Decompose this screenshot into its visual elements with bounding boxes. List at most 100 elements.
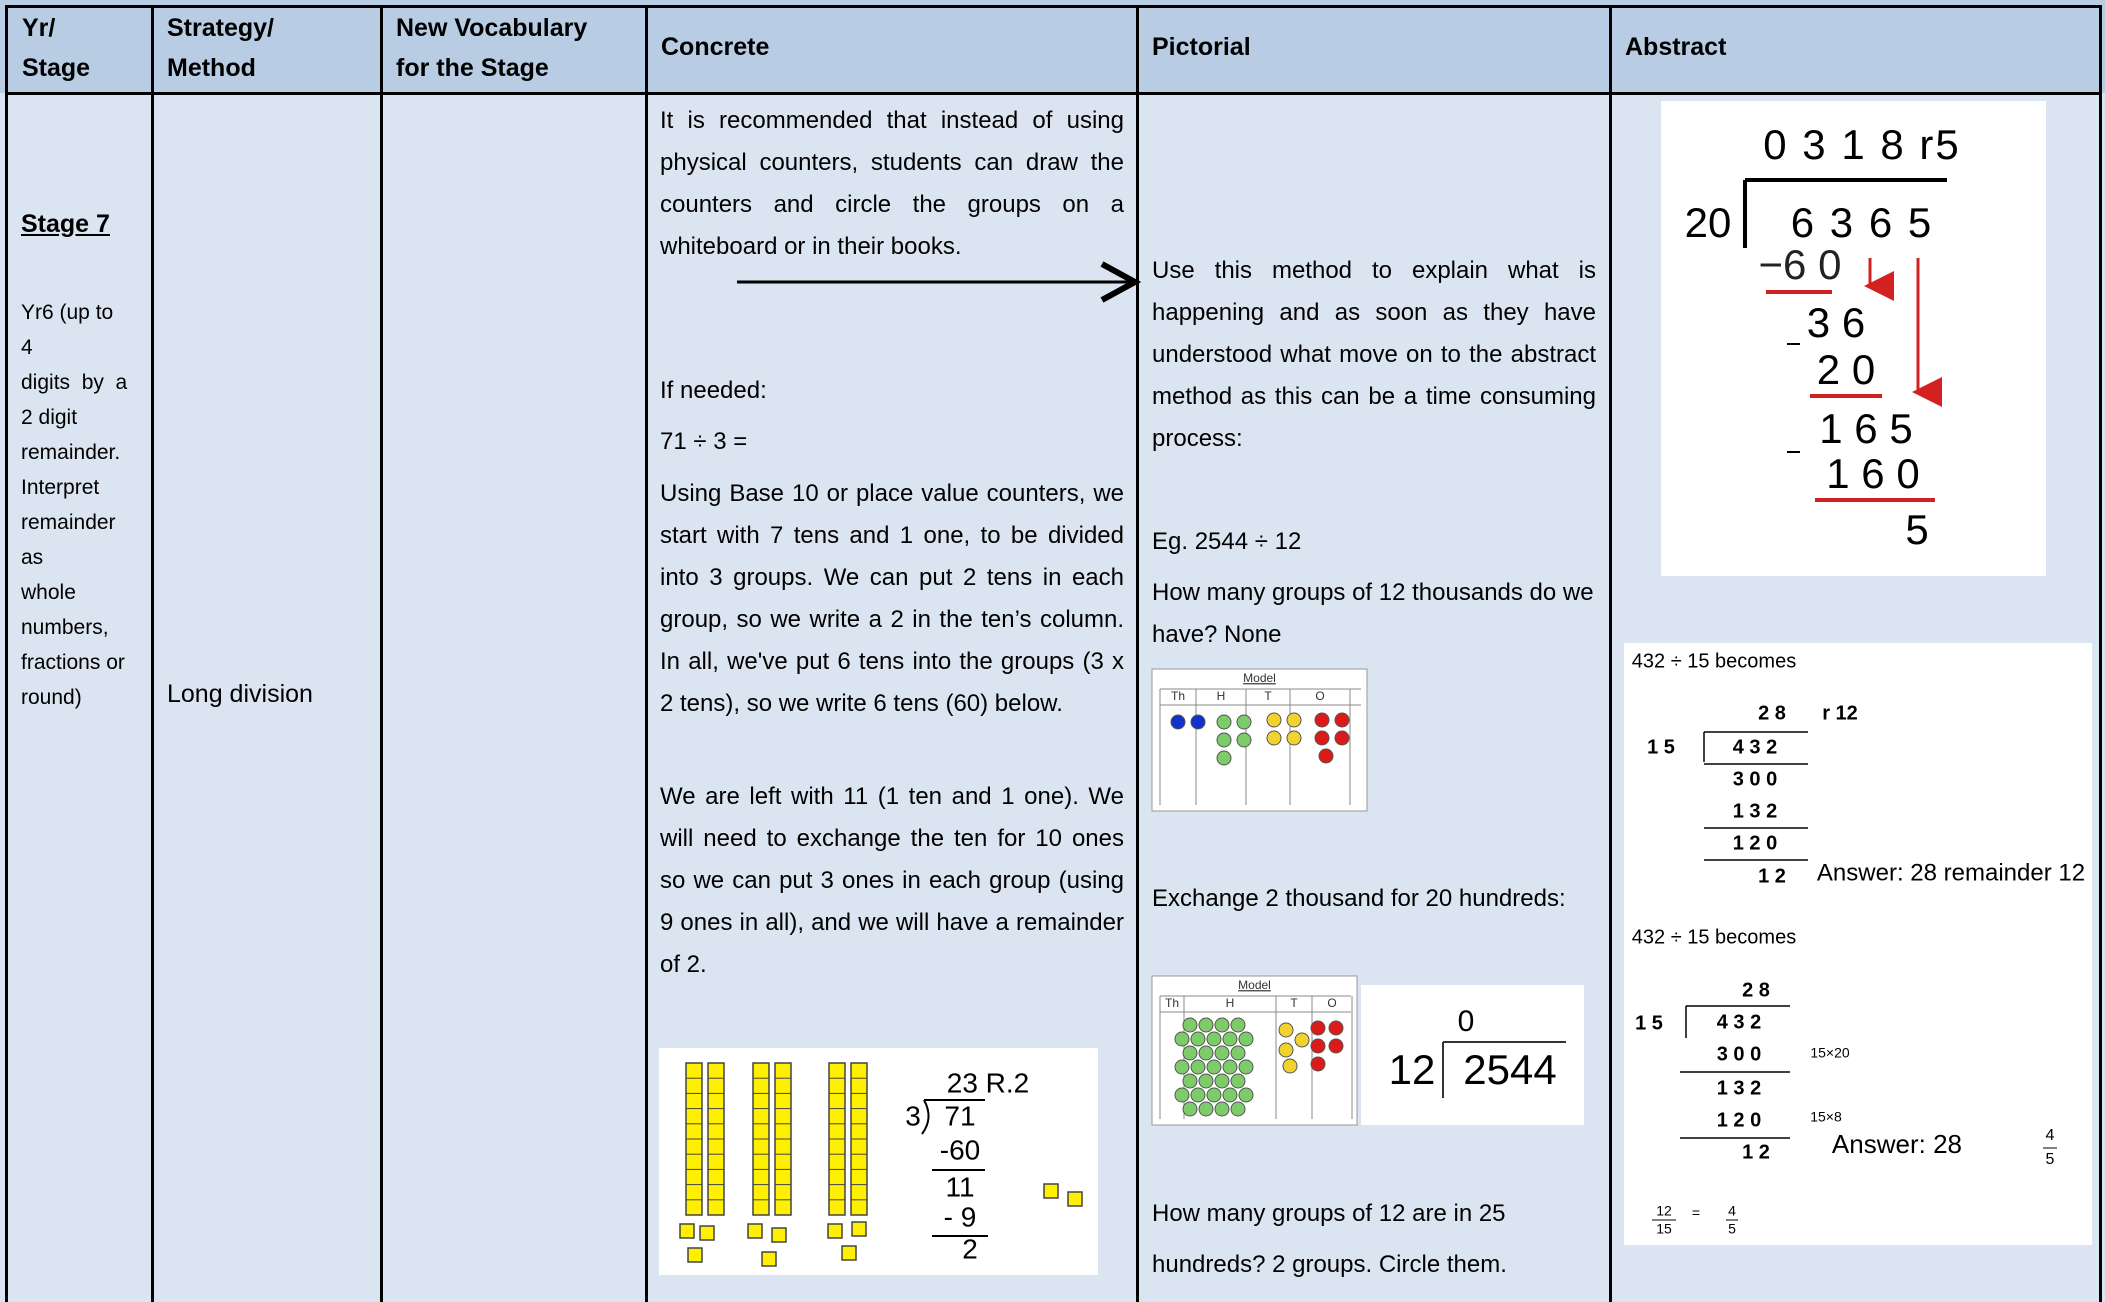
counter: [1310, 1038, 1326, 1054]
counter: [1282, 1058, 1298, 1074]
counter: [1206, 1087, 1222, 1103]
figure-text: 3 0 0: [1733, 768, 1777, 790]
pictorial-paragraph: Eg. 2544 ÷ 12: [1152, 528, 1302, 555]
figure-text: H: [1217, 689, 1226, 703]
description-line: remainder: [21, 511, 116, 534]
counter: [1230, 1101, 1246, 1117]
pictorial-paragraph: How many groups of 12 are in 25 hundreds…: [1152, 1200, 1507, 1278]
figure-text: 1 3 2: [1717, 1077, 1761, 1099]
figure-text: 11: [945, 1171, 974, 1202]
figure-text: 0 3 1 8 r5: [1763, 121, 1960, 168]
figure-text: 20: [1685, 199, 1732, 246]
stage-description: Yr6 (up to 4 digits by a 2 digit remainder. I…: [21, 295, 127, 715]
counter: [1278, 1042, 1294, 1058]
column-border: [1136, 5, 1139, 1302]
figure-text: O: [1315, 689, 1324, 703]
description-line: fractions or: [21, 651, 125, 674]
pictorial-paragraph: How many groups of 12 thousands do we ha…: [1152, 579, 1594, 648]
method: Long division: [167, 680, 313, 708]
counter: [1174, 1087, 1190, 1103]
counter: [1230, 1017, 1246, 1033]
counter: [1314, 730, 1330, 746]
figure-text: 15×20: [1810, 1045, 1850, 1061]
figure-text: 1 2: [1742, 1141, 1770, 1163]
figure-text: Answer: 28: [1832, 1129, 1962, 1159]
counter: [1236, 732, 1252, 748]
counter: [1314, 712, 1330, 728]
counter: [1310, 1020, 1326, 1036]
figure-text: r 12: [1822, 702, 1858, 724]
description-line: Interpret: [21, 476, 100, 499]
figure-text: 3: [905, 1100, 921, 1131]
figure-text: 1 5: [1635, 1012, 1663, 1034]
header-cell: New Vocabulary for the Stage: [396, 8, 587, 88]
ones-cube: [687, 1247, 703, 1263]
description-line: Yr6 (up to: [21, 301, 114, 324]
stage-title: Stage 7: [21, 210, 110, 238]
figure-text: - 9: [944, 1201, 977, 1232]
ones-cube: [827, 1223, 843, 1239]
figure-text: T: [1264, 689, 1272, 703]
counter: [1222, 1031, 1238, 1047]
counter: [1238, 1059, 1254, 1075]
header-line: Abstract: [1625, 33, 1727, 61]
row-border: [5, 92, 2100, 95]
counter: [1216, 714, 1232, 730]
concrete-paragraph: 71 ÷ 3 =: [660, 428, 748, 455]
figure-text: 71: [944, 1100, 975, 1131]
header-line: Method: [167, 54, 256, 82]
description-line: numbers,: [21, 616, 109, 639]
figure-text: 2: [962, 1233, 978, 1264]
counter: [1182, 1073, 1198, 1089]
figure-text: 2 0: [1817, 346, 1875, 393]
figure-text: 12: [1656, 1203, 1672, 1219]
figure-text: =: [1692, 1205, 1700, 1221]
row-border: [5, 5, 2100, 8]
figure-text: Th: [1165, 996, 1179, 1010]
figure-background: [1624, 643, 2092, 1245]
figure-text: 3 0 0: [1717, 1043, 1761, 1065]
counter: [1238, 1031, 1254, 1047]
header-line: Stage: [22, 54, 91, 82]
counter: [1174, 1031, 1190, 1047]
counter: [1286, 712, 1302, 728]
figure-text: 5: [1728, 1221, 1736, 1237]
header-line: for the Stage: [396, 54, 549, 82]
counter: [1236, 714, 1252, 730]
counter: [1190, 1059, 1206, 1075]
counter: [1230, 1045, 1246, 1061]
counter: [1190, 1087, 1206, 1103]
ones-cube: [747, 1223, 763, 1239]
figure-text: H: [1226, 996, 1235, 1010]
figure-text: 4 3 2: [1717, 1011, 1761, 1033]
description-line: round): [21, 686, 82, 709]
figure-text: 6 3 6 5: [1791, 199, 1933, 246]
counter: [1222, 1059, 1238, 1075]
pictorial-paragraph: Exchange 2 thousand for 20 hundreds:: [1152, 885, 1566, 912]
counter: [1222, 1087, 1238, 1103]
counter: [1214, 1073, 1230, 1089]
figure-text: Model: [1243, 671, 1276, 685]
figure-text: 4: [1728, 1203, 1736, 1219]
column-border: [1609, 5, 1612, 1302]
description-line: 4: [21, 336, 33, 359]
ones-cube: [851, 1221, 867, 1237]
counter: [1182, 1101, 1198, 1117]
header-line: Yr/: [22, 14, 56, 42]
figure-text: 432 ÷ 15 becomes: [1632, 650, 1796, 672]
figure-text: 12: [1389, 1046, 1436, 1093]
counter: [1170, 714, 1186, 730]
description-line: as: [21, 546, 44, 569]
counter: [1214, 1045, 1230, 1061]
ones-cube: [761, 1251, 777, 1267]
counter: [1294, 1032, 1310, 1048]
figure-text: 15: [1656, 1221, 1672, 1237]
division-bracket: [921, 1099, 930, 1135]
figure-text: 4 3 2: [1733, 736, 1777, 758]
counter: [1318, 748, 1334, 764]
concrete-paragraph: If needed:: [660, 377, 767, 404]
header-cell: Strategy/Method: [167, 8, 274, 88]
counter: [1214, 1017, 1230, 1033]
